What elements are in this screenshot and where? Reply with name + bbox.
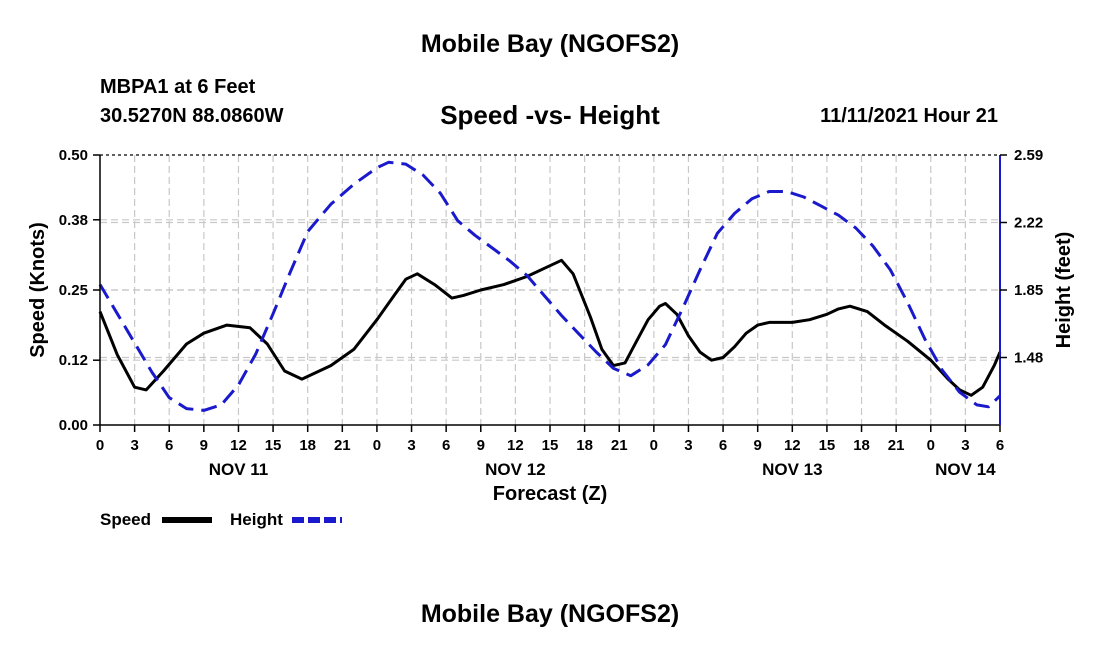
y-tick-label: 0.25 [59,282,88,299]
x-tick-label: 15 [265,437,282,454]
y2-axis-title: Height (feet) [1053,232,1075,349]
x-tick-label: 6 [719,437,727,454]
x-tick-label: 6 [165,437,173,454]
grid [100,155,1000,425]
legend-height-label: Height [230,510,283,529]
x-tick-label: 21 [334,437,351,454]
x-tick-label: 3 [684,437,692,454]
day-label: NOV 13 [762,460,822,479]
chart-subtitle: Speed -vs- Height [440,100,660,130]
legend-speed-label: Speed [100,510,151,529]
x-tick-label: 18 [576,437,593,454]
x-tick-label: 3 [961,437,969,454]
axes [93,154,1007,432]
x-tick-label: 3 [130,437,138,454]
series-layer [98,160,1002,412]
speed-height-chart: 0 3 6 9 12 15 18 21 0 3 6 9 12 15 18 21 0 3 6 9 12 15 18 21 0 3 6N… [27,147,1075,529]
x-tick-label: 9 [200,437,208,454]
axis-labels: 0 3 6 9 12 15 18 21 0 3 6 9 12 15 18 21 0 3 6 9 12 15 18 21 0 3 6N… [27,147,1075,505]
series-height-line [98,160,1002,412]
forecast-datetime: 11/11/2021 Hour 21 [820,105,998,127]
coordinates-label: 30.5270N 88.0860W [100,105,284,127]
x-tick-label: 18 [853,437,870,454]
main-title: Mobile Bay (NGOFS2) [420,30,680,58]
y-tick-label: 0.38 [59,212,88,229]
x-tick-label: 15 [542,437,559,454]
station-label: MBPA1 at 6 Feet [100,76,256,98]
day-label: NOV 11 [209,460,269,479]
x-tick-label: 0 [927,437,935,454]
x-tick-label: 12 [230,437,247,454]
x-tick-label: 0 [650,437,658,454]
day-label: NOV 12 [485,460,545,479]
x-axis-title: Forecast (Z) [493,483,607,505]
x-tick-label: 15 [819,437,836,454]
y2-tick-label: 1.85 [1014,282,1043,299]
x-tick-label: 21 [888,437,905,454]
x-tick-label: 0 [96,437,104,454]
x-tick-label: 12 [784,437,801,454]
y-axis-title: Speed (Knots) [27,222,49,358]
y2-tick-label: 2.22 [1014,215,1043,232]
y-tick-label: 0.50 [59,147,88,164]
second-chart-title: Mobile Bay (NGOFS2) [420,600,680,628]
y2-tick-label: 1.48 [1014,350,1043,367]
x-tick-label: 12 [507,437,524,454]
x-tick-label: 9 [477,437,485,454]
legend: Speed Height [100,510,342,529]
x-tick-label: 9 [754,437,762,454]
series-speed-line [98,258,1002,397]
x-tick-label: 21 [611,437,628,454]
y-tick-label: 0.00 [59,417,88,434]
x-tick-label: 6 [442,437,450,454]
y-tick-label: 0.12 [59,352,88,369]
y2-tick-label: 2.59 [1014,147,1043,164]
day-label: NOV 14 [935,460,996,479]
x-tick-label: 6 [996,437,1004,454]
x-tick-label: 18 [299,437,316,454]
x-tick-label: 3 [407,437,415,454]
x-tick-label: 0 [373,437,381,454]
